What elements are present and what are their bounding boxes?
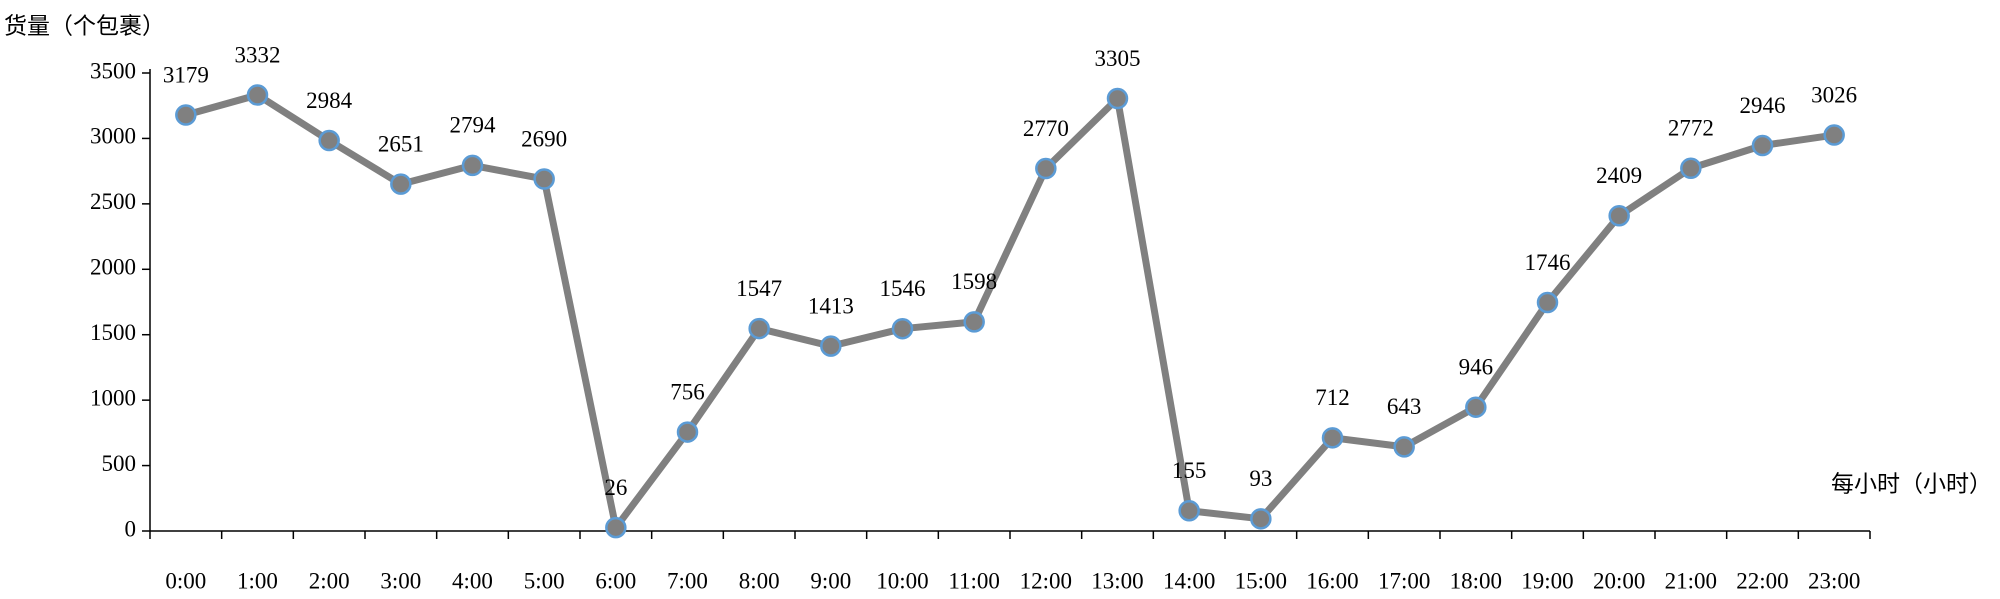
data-label: 3305 bbox=[1095, 46, 1141, 71]
y-tick-label: 1500 bbox=[90, 320, 136, 345]
data-label: 1546 bbox=[880, 276, 926, 301]
data-label: 2409 bbox=[1596, 163, 1642, 188]
data-label: 2946 bbox=[1740, 93, 1786, 118]
line bbox=[184, 91, 1835, 532]
y-tick-label: 0 bbox=[125, 516, 137, 541]
marker bbox=[1321, 427, 1344, 449]
x-tick-label: 18:00 bbox=[1450, 568, 1502, 593]
x-tick-label: 23:00 bbox=[1808, 568, 1860, 593]
data-label: 2690 bbox=[521, 126, 567, 151]
x-tick-label: 2:00 bbox=[309, 568, 350, 593]
x-tick-label: 15:00 bbox=[1235, 568, 1287, 593]
x-tick-label: 0:00 bbox=[165, 568, 206, 593]
x-tick-label: 9:00 bbox=[810, 568, 851, 593]
x-tick-label: 11:00 bbox=[948, 568, 1000, 593]
data-label: 26 bbox=[604, 475, 627, 500]
marker bbox=[1250, 508, 1272, 530]
x-tick-label: 16:00 bbox=[1306, 568, 1358, 593]
x-tick-label: 8:00 bbox=[739, 568, 780, 593]
data-label: 946 bbox=[1459, 354, 1494, 379]
data-label: 2984 bbox=[306, 88, 353, 113]
marker bbox=[533, 168, 555, 190]
data-label: 1413 bbox=[808, 293, 854, 318]
marker bbox=[318, 129, 340, 152]
data-label: 756 bbox=[670, 379, 705, 404]
marker bbox=[175, 104, 197, 126]
marker bbox=[1035, 157, 1057, 180]
data-label: 1598 bbox=[951, 269, 997, 294]
x-tick-label: 7:00 bbox=[667, 568, 708, 593]
x-tick-label: 17:00 bbox=[1378, 568, 1430, 593]
y-tick-label: 500 bbox=[102, 451, 137, 476]
marker bbox=[390, 173, 412, 195]
y-tick-label: 2500 bbox=[90, 189, 136, 214]
y-tick-label: 2000 bbox=[90, 255, 136, 280]
marker bbox=[1536, 291, 1559, 314]
data-label: 1746 bbox=[1525, 250, 1571, 275]
x-tick-label: 4:00 bbox=[452, 568, 493, 593]
x-tick-label: 1:00 bbox=[237, 568, 278, 593]
data-label: 712 bbox=[1315, 385, 1350, 410]
data-label: 3179 bbox=[163, 62, 209, 87]
marker bbox=[963, 311, 985, 333]
marker bbox=[605, 516, 627, 539]
x-tick-label: 5:00 bbox=[524, 568, 565, 593]
marker bbox=[1465, 396, 1487, 418]
x-tick-label: 20:00 bbox=[1593, 568, 1645, 593]
marker bbox=[1393, 436, 1415, 458]
data-label: 3332 bbox=[235, 42, 281, 67]
x-tick-label: 19:00 bbox=[1521, 568, 1573, 593]
marker bbox=[461, 154, 484, 177]
marker bbox=[246, 84, 269, 106]
data-label: 155 bbox=[1172, 458, 1207, 483]
marker bbox=[1680, 157, 1702, 180]
marker bbox=[891, 317, 914, 340]
data-label: 93 bbox=[1249, 466, 1272, 491]
x-tick-label: 14:00 bbox=[1163, 568, 1215, 593]
marker bbox=[676, 421, 699, 443]
x-axis-title: 每小时（小时） bbox=[1831, 471, 1992, 496]
marker bbox=[1178, 499, 1200, 522]
x-tick-label: 22:00 bbox=[1736, 568, 1788, 593]
data-label: 2794 bbox=[450, 113, 497, 138]
x-tick-label: 6:00 bbox=[595, 568, 636, 593]
data-label: 2772 bbox=[1668, 116, 1714, 141]
y-tick-label: 3500 bbox=[90, 58, 136, 83]
x-tick-label: 10:00 bbox=[876, 568, 928, 593]
y-tick-label: 1000 bbox=[90, 385, 136, 410]
x-tick-label: 12:00 bbox=[1020, 568, 1072, 593]
marker bbox=[1751, 134, 1774, 157]
marker bbox=[1823, 124, 1845, 146]
marker bbox=[820, 335, 842, 357]
y-axis-title: 货量（个包裹） bbox=[4, 13, 165, 38]
x-tick-label: 21:00 bbox=[1665, 568, 1717, 593]
marker bbox=[1608, 205, 1630, 227]
data-label: 2651 bbox=[378, 131, 424, 156]
y-tick-label: 3000 bbox=[90, 124, 136, 149]
marker bbox=[748, 317, 770, 340]
data-label: 2770 bbox=[1023, 116, 1069, 141]
x-tick-label: 13:00 bbox=[1091, 568, 1143, 593]
data-label: 643 bbox=[1387, 394, 1422, 419]
data-label: 1547 bbox=[736, 276, 782, 301]
marker bbox=[1106, 87, 1129, 110]
data-label: 3026 bbox=[1811, 82, 1857, 107]
x-tick-label: 3:00 bbox=[380, 568, 421, 593]
